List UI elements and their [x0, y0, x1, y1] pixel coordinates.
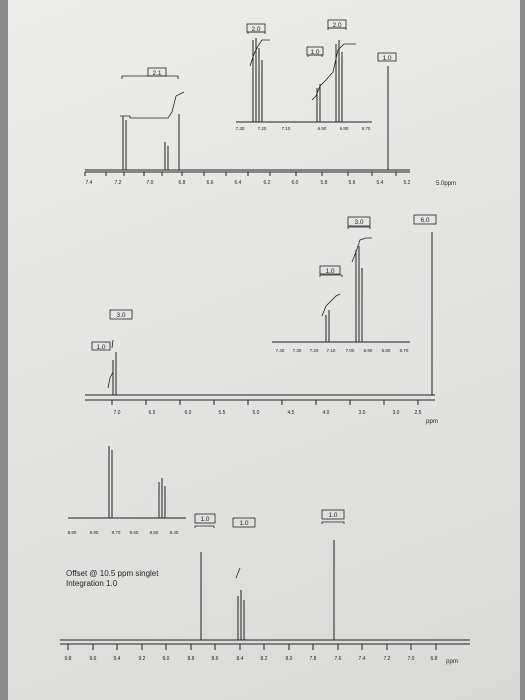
spectrum2-axis	[85, 399, 435, 405]
spectrum3-axis-label: 9.2	[139, 656, 146, 662]
spectrum2-axis-label: 4.0	[323, 410, 330, 416]
spectrum3-inset-tick: 8.70	[112, 530, 121, 535]
spectrum3-axis-label: 7.4	[359, 656, 366, 662]
spectrum2-axis-label: 5.5	[219, 410, 226, 416]
spectrum2-axis-label: 6.5	[149, 410, 156, 416]
spectrum3-axis	[60, 643, 470, 650]
spectrum3-inset-tick: 8.50	[150, 530, 159, 535]
spectrum1-axis	[84, 171, 410, 176]
spectrum2-axis-label: 3.0	[393, 410, 400, 416]
spectrum1-axis-label: 5.6	[349, 180, 356, 186]
spectrum3-inset-tick: 8.40	[170, 530, 179, 535]
spectrum3-inset-tick: 8.90	[68, 530, 77, 535]
spectrum3-axis-label: 9.4	[114, 656, 121, 662]
spectrum3-axis-label: 6.8	[431, 656, 438, 662]
spectrum3-axis-label: 8.8	[188, 656, 195, 662]
spectrum3-axis-label: 9.6	[90, 656, 97, 662]
spectrum3-axis-label: 9.0	[163, 656, 170, 662]
spectrum1-integration-label: 1.0	[382, 55, 391, 62]
spectrum3-axis-label: 8.6	[212, 656, 219, 662]
spectrum2-integration-label: 3.0	[354, 219, 363, 226]
spectrum2-axis-label: 4.5	[288, 410, 295, 416]
spectrum3-axis-label: 7.2	[384, 656, 391, 662]
spectrum1-integration-label: 2.0	[332, 22, 341, 29]
spectrum2-inset-tick: 6.90	[364, 348, 373, 353]
spectrum3-axis-label: 8.0	[286, 656, 293, 662]
spectrum1-axis-label: 6.8	[179, 180, 186, 186]
spectrum1-axis-label: 6.4	[235, 180, 242, 186]
spectrum3-unit-label: ppm	[446, 659, 458, 665]
spectrum3-axis-label: 7.6	[335, 656, 342, 662]
spectrum1-integration-label: 2.0	[251, 26, 260, 33]
spectrum2-axis-label: 3.5	[359, 410, 366, 416]
spectrum1-axis-label: 7.0	[147, 180, 154, 186]
spectrum1-integration-brackets	[121, 19, 397, 79]
spectrum2-inset-tick: 7.10	[327, 348, 336, 353]
spectrum2-inset-tick: 7.40	[276, 348, 285, 353]
spectrum1-axis-label: 5.8	[321, 180, 328, 186]
spectrum1-integration-label: 1.0	[310, 49, 319, 56]
spectrum2-axis-label: 5.0	[253, 410, 260, 416]
spectrum3-inset-tick: 8.60	[130, 530, 139, 535]
spectrum2-integration-label: 6.0	[420, 217, 429, 224]
spectrum2-inset-tick: 7.20	[310, 348, 319, 353]
spectrum1-inset-tick: 7.30	[236, 126, 245, 131]
offset-note: Offset @ 10.5 ppm singlet	[66, 569, 159, 578]
spectrum1-inset-tick: 7.10	[282, 126, 291, 131]
spectrum3-axis-label: 8.4	[237, 656, 244, 662]
spectrum2-peaks	[85, 232, 435, 396]
spectrum1-peaks	[85, 66, 410, 171]
spectrum1-inset	[236, 38, 372, 123]
spectrum2-axis-label: 6.0	[185, 410, 192, 416]
spectrum2-inset-tick: 7.30	[293, 348, 302, 353]
spectrum1-unit-label: 5.0ppm	[436, 181, 456, 187]
spectrum2-integration-label: 3.0	[116, 312, 125, 319]
integration-note: Integration 1.0	[66, 579, 118, 588]
spectrum3-inset-tick: 8.80	[90, 530, 99, 535]
spectrum1-integration-label: 2.1	[152, 70, 161, 77]
spectrum2-integration-label: 1.0	[96, 344, 105, 351]
spectrum2-inset	[272, 237, 410, 343]
spectrum2-inset-tick: 6.80	[382, 348, 391, 353]
spectrum2-inset-tick: 6.70	[400, 348, 409, 353]
spectrum2-axis-label: 2.5	[415, 410, 422, 416]
spectrum3-integration-brackets	[194, 509, 345, 528]
spectrum1-axis-label: 7.2	[115, 180, 122, 186]
spectrum2-axis-label: 7.0	[114, 410, 121, 416]
spectrum1-axis-label: 6.2	[264, 180, 271, 186]
spectrum3-integration-label: 1.0	[328, 512, 337, 519]
spectrum1-axis-label: 6.6	[207, 180, 214, 186]
spectrum3-axis-label: 7.0	[408, 656, 415, 662]
spectrum1-axis-label: 5.2	[404, 180, 411, 186]
spectrum3-axis-label: 8.2	[261, 656, 268, 662]
spectrum3-axis-label: 9.8	[65, 656, 72, 662]
spectrum2-integration-brackets	[91, 214, 437, 351]
spectrum2-inset-tick: 7.00	[346, 348, 355, 353]
spectrum1-inset-tick: 6.90	[318, 126, 327, 131]
spectrum2-unit-label: ppm	[426, 419, 438, 425]
spectrum3-axis-label: 7.8	[310, 656, 317, 662]
spectrum1-inset-tick: 7.20	[258, 126, 267, 131]
spectrum1-inset-tick: 6.70	[362, 126, 371, 131]
spectrum3-inset	[68, 446, 186, 519]
spectrum1-integral	[120, 91, 185, 119]
spectrum3-integration-label: 1.0	[200, 516, 209, 523]
spectrum1-inset-tick: 6.80	[340, 126, 349, 131]
spectrum1-axis-label: 7.4	[86, 180, 93, 186]
spectrum1-axis-label: 6.0	[292, 180, 299, 186]
spectrum2-integration-label: 1.0	[325, 268, 334, 275]
spectrum3-integration-label: 1.0	[239, 520, 248, 527]
spectrum1-axis-label: 5.4	[377, 180, 384, 186]
spectrum3-peaks	[60, 540, 470, 641]
